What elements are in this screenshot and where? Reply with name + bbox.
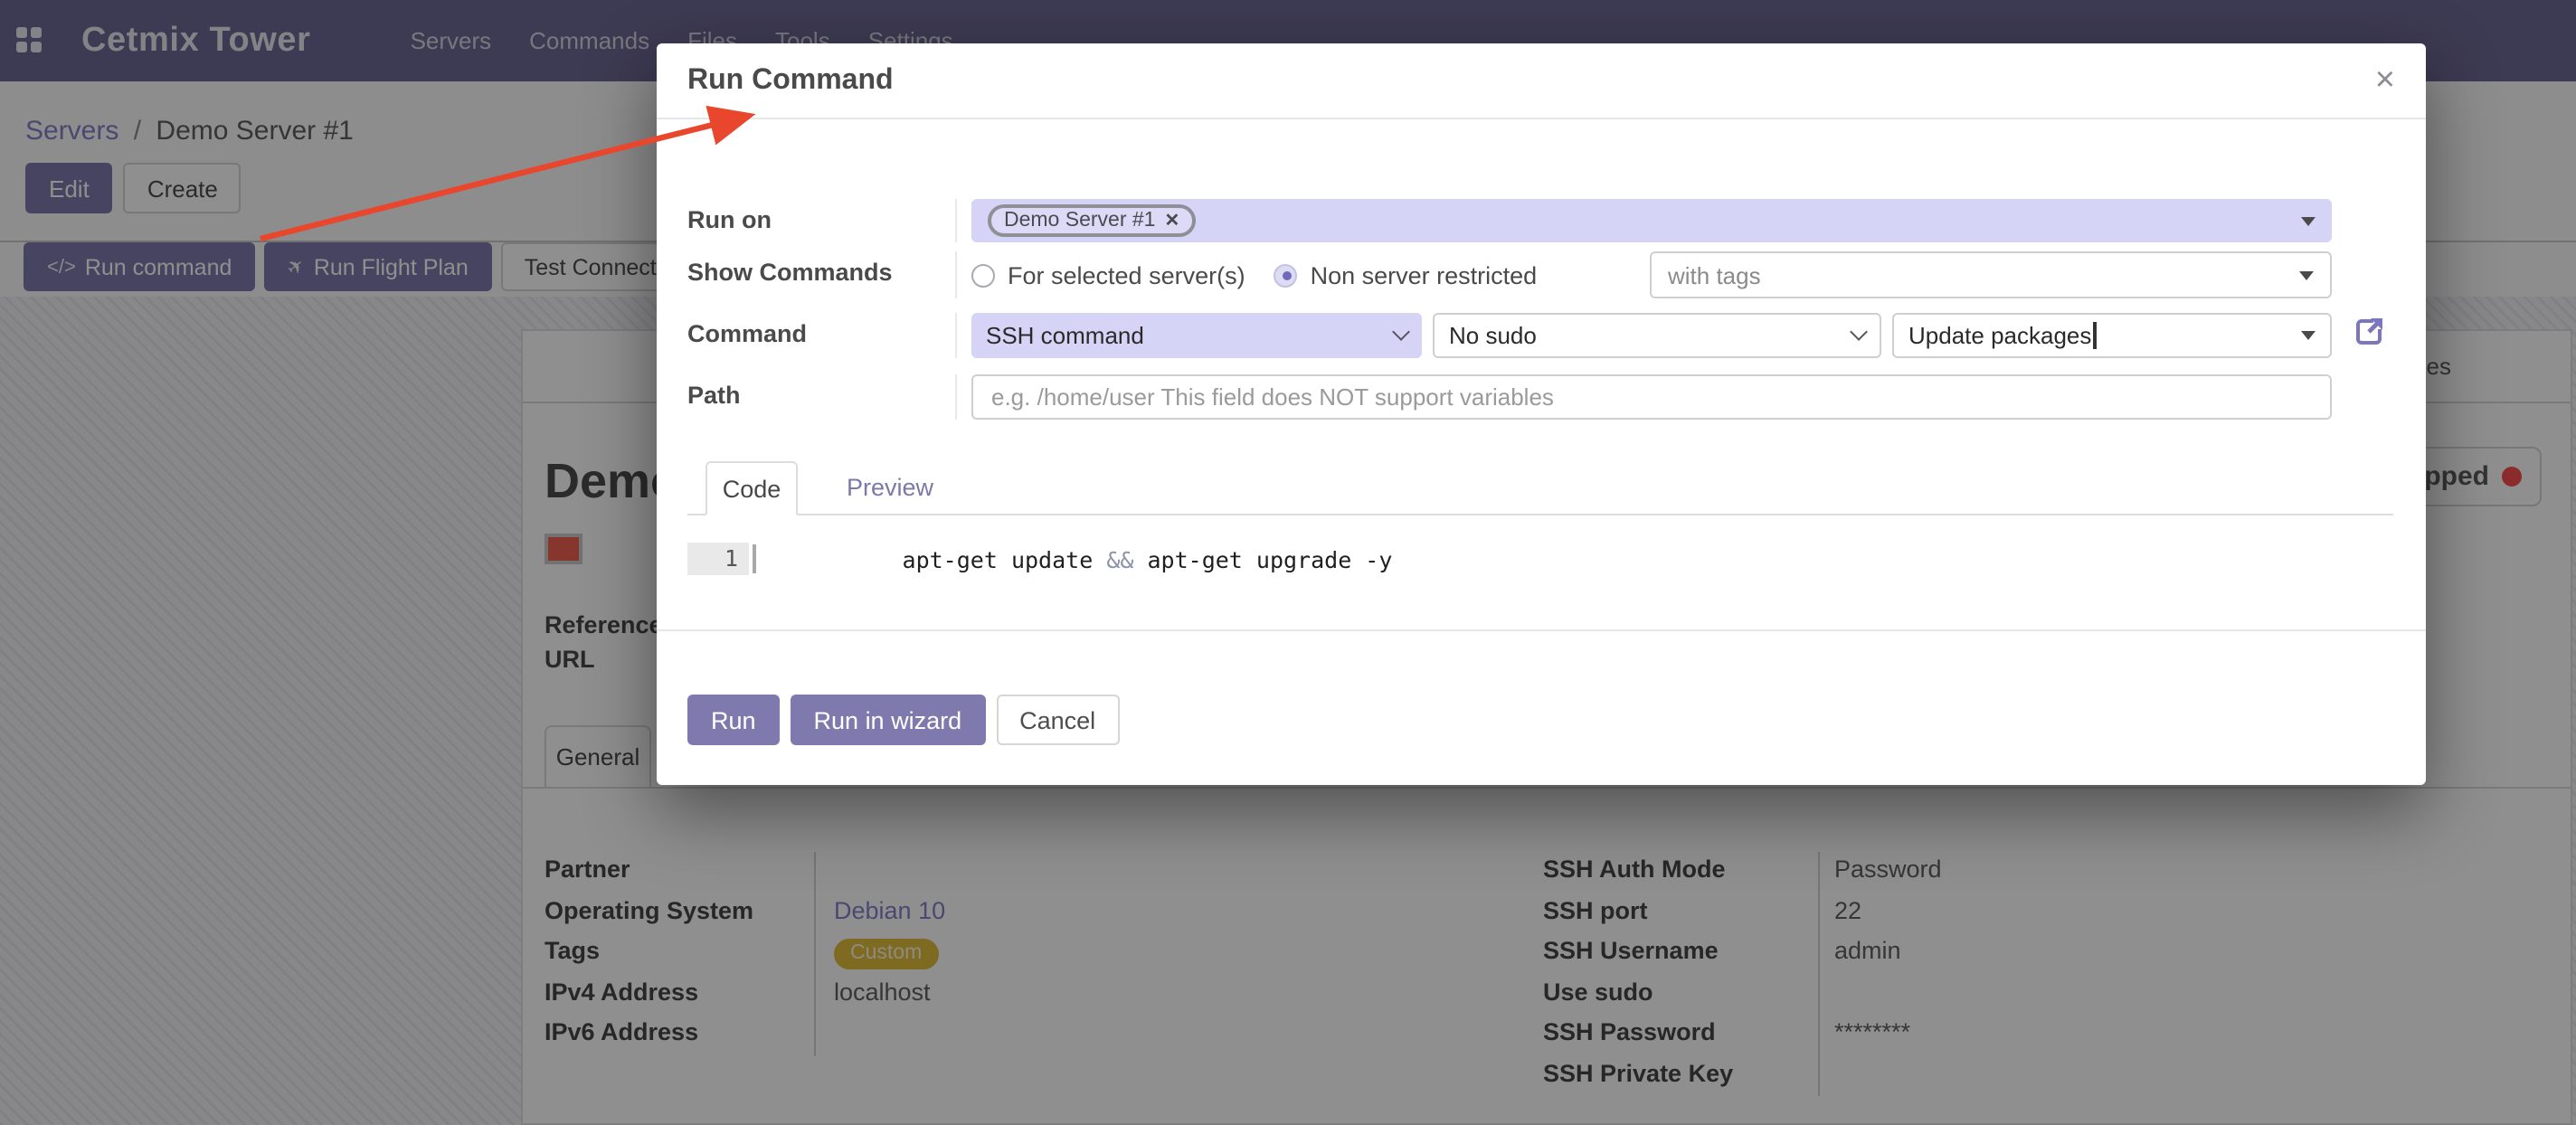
cancel-button[interactable]: Cancel	[996, 695, 1120, 745]
command-row: Command SSH command No sudo Update packa…	[687, 313, 2393, 358]
menu-item-servers[interactable]: Servers	[410, 27, 492, 54]
detail-row: SSH Private Key	[1543, 1055, 2216, 1096]
command-label: Command	[687, 320, 808, 347]
run-command-dialog: Run Command × Run on Demo Server #1 ✕	[657, 43, 2426, 785]
dropdown-caret-icon	[2299, 270, 2314, 279]
dialog-title: Run Command	[687, 64, 894, 95]
detail-row: SSH port 22	[1543, 893, 2216, 933]
detail-row: SSH Auth Mode Password	[1543, 852, 2216, 893]
detail-row: Partner	[545, 852, 1212, 893]
dropdown-caret-icon[interactable]	[2301, 216, 2316, 225]
server-tag[interactable]: Demo Server #1 ✕	[988, 204, 1197, 237]
radio-label-non-server-restricted[interactable]: Non server restricted	[1310, 261, 1538, 288]
select-chevron-icon	[1392, 323, 1410, 341]
tab-preview[interactable]: Preview	[847, 473, 934, 500]
detail-row: IPv6 Address	[545, 1015, 1212, 1055]
path-row: Path	[687, 374, 2393, 420]
tag-filter-select[interactable]: with tags	[1650, 251, 2332, 298]
code-editor[interactable]: 1 apt-get update && apt-get upgrade -y	[687, 543, 2393, 575]
run-on-field[interactable]: Demo Server #1 ✕	[971, 199, 2332, 242]
command-input[interactable]: Update packages	[1892, 313, 2332, 358]
edit-button[interactable]: Edit	[25, 163, 113, 213]
editor-cursor	[753, 544, 755, 573]
brand-title: Cetmix Tower	[81, 21, 311, 59]
url-label: URL	[545, 646, 595, 673]
dropdown-caret-icon	[2301, 331, 2316, 340]
detail-row: SSH Username admin	[1543, 933, 2216, 974]
create-button[interactable]: Create	[123, 163, 242, 213]
status-stopped-dot-icon	[2502, 467, 2522, 487]
detail-row: Use sudo	[1543, 974, 2216, 1015]
tag-remove-icon[interactable]: ✕	[1164, 211, 1180, 231]
server-details-left: Partner Operating System Debian 10 Tags …	[545, 852, 1212, 1055]
line-number: 1	[687, 543, 749, 575]
footer-divider	[657, 629, 2426, 631]
breadcrumb-separator: /	[133, 116, 142, 147]
apps-menu-icon[interactable]	[16, 27, 43, 54]
path-input[interactable]	[971, 374, 2332, 420]
smart-button-partial-label[interactable]: es	[2426, 353, 2451, 380]
code-icon: </>	[47, 256, 76, 278]
detail-row: IPv4 Address localhost	[545, 974, 1212, 1015]
breadcrumb-servers-link[interactable]: Servers	[25, 116, 119, 147]
show-commands-label: Show Commands	[687, 259, 893, 286]
dialog-footer: Run Run in wizard Cancel	[687, 631, 2393, 785]
operating-system-link[interactable]: Debian 10	[814, 893, 1212, 933]
run-on-label: Run on	[687, 206, 772, 233]
server-color-swatch[interactable]	[545, 534, 582, 564]
run-on-row: Run on Demo Server #1 ✕	[687, 199, 2393, 242]
radio-label-for-selected-servers[interactable]: For selected server(s)	[1008, 261, 1245, 288]
run-button[interactable]: Run	[687, 695, 780, 745]
dialog-header: Run Command ×	[657, 43, 2426, 119]
radio-for-selected-servers[interactable]	[971, 263, 995, 287]
detail-row: SSH Password ********	[1543, 1015, 2216, 1055]
detail-row: Operating System Debian 10	[545, 893, 1212, 933]
text-cursor	[2093, 322, 2097, 349]
path-label: Path	[687, 382, 741, 409]
tag-custom: Custom	[834, 938, 939, 969]
sudo-select[interactable]: No sudo	[1433, 313, 1881, 358]
external-link-icon[interactable]	[2353, 315, 2386, 356]
select-chevron-icon	[1850, 323, 1868, 341]
code-preview-tabs: Code Preview	[687, 459, 2393, 515]
reference-label: Reference	[545, 611, 663, 638]
run-command-button[interactable]: </> Run command	[24, 242, 256, 291]
run-flight-plan-button[interactable]: ✈ Run Flight Plan	[264, 242, 492, 291]
radio-non-server-restricted[interactable]	[1274, 263, 1298, 287]
server-details-right: SSH Auth Mode Password SSH port 22 SSH U…	[1543, 852, 2216, 1096]
tab-general[interactable]: General	[545, 725, 651, 787]
command-type-select[interactable]: SSH command	[971, 313, 1422, 358]
detail-row: Tags Custom	[545, 933, 1212, 974]
close-icon[interactable]: ×	[2374, 61, 2395, 99]
run-in-wizard-button[interactable]: Run in wizard	[790, 695, 986, 745]
tab-code[interactable]: Code	[706, 461, 798, 515]
show-commands-row: Show Commands For selected server(s) Non…	[687, 251, 2393, 298]
menu-item-commands[interactable]: Commands	[529, 27, 650, 54]
tab-underline	[523, 787, 2571, 789]
